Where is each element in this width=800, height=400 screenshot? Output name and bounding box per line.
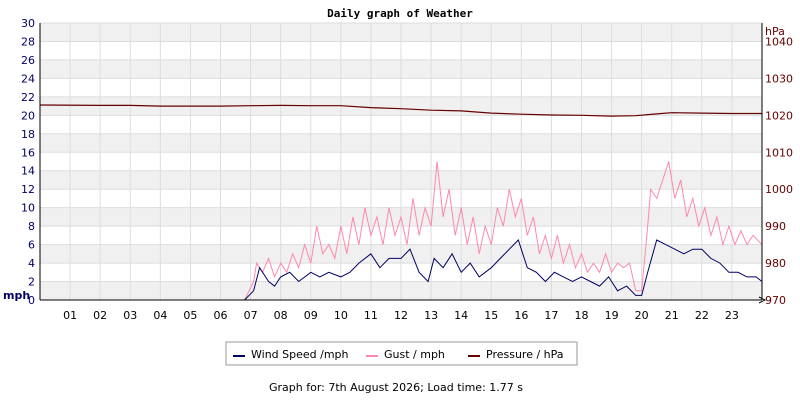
x-tick-label: 22 — [695, 309, 709, 322]
x-tick-label: 17 — [544, 309, 558, 322]
x-tick-label: 07 — [244, 309, 258, 322]
x-tick-label: 03 — [123, 309, 137, 322]
x-tick-label: 23 — [725, 309, 739, 322]
x-tick-label: 08 — [274, 309, 288, 322]
legend-box — [225, 341, 578, 366]
x-tick-label: 02 — [93, 309, 107, 322]
legend-label-2: Pressure / hPa — [486, 348, 564, 361]
left-tick-label: 16 — [21, 146, 35, 159]
right-axis-unit: hPa — [765, 25, 785, 38]
legend-label-0: Wind Speed /mph — [251, 348, 349, 361]
chart-axes — [39, 23, 767, 304]
right-axis-ticks: 970 980 990 1000 1010 1020 1030 1040 — [765, 35, 793, 307]
chart-title: Daily graph of Weather — [327, 7, 473, 20]
left-tick-label: 30 — [21, 17, 35, 30]
left-tick-label: 8 — [28, 220, 35, 233]
left-tick-label: 6 — [28, 239, 35, 252]
x-tick-label: 20 — [635, 309, 649, 322]
series-line-1 — [40, 161, 763, 301]
left-tick-label: 0 — [28, 294, 35, 307]
x-tick-label: 12 — [394, 309, 408, 322]
x-tick-label: 16 — [514, 309, 528, 322]
graph-footer: Graph for: 7th August 2026; Load time: 1… — [269, 381, 523, 394]
left-tick-label: 2 — [28, 276, 35, 289]
left-axis-unit: mph — [3, 289, 30, 302]
series-line-0 — [40, 239, 763, 301]
x-tick-label: 18 — [575, 309, 589, 322]
x-tick-label: 04 — [153, 309, 167, 322]
left-tick-label: 24 — [21, 72, 35, 85]
x-axis-ticks: 01 02 03 04 05 06 07 08 09 10 11 12 13 14 15 16 17 18 19 20… — [63, 309, 739, 322]
left-tick-label: 20 — [21, 109, 35, 122]
x-tick-label: 19 — [605, 309, 619, 322]
legend-label-1: Gust / mph — [384, 348, 445, 361]
x-tick-label: 11 — [364, 309, 378, 322]
x-tick-label: 01 — [63, 309, 77, 322]
right-tick-label: 1040 — [765, 35, 793, 48]
x-tick-label: 21 — [665, 309, 679, 322]
x-axis-arrow — [758, 296, 767, 304]
right-tick-label: 970 — [765, 294, 786, 307]
right-tick-label: 980 — [765, 257, 786, 270]
x-tick-label: 15 — [484, 309, 498, 322]
left-tick-label: 12 — [21, 183, 35, 196]
right-tick-label: 990 — [765, 220, 786, 233]
left-tick-label: 4 — [28, 257, 35, 270]
series-line-2 — [39, 104, 762, 117]
x-tick-label: 10 — [334, 309, 348, 322]
x-tick-label: 09 — [304, 309, 318, 322]
left-tick-label: 14 — [21, 165, 35, 178]
right-tick-label: 1030 — [765, 72, 793, 85]
x-tick-label: 05 — [183, 309, 197, 322]
x-tick-label: 06 — [214, 309, 228, 322]
left-tick-label: 28 — [21, 35, 35, 48]
left-tick-label: 10 — [21, 202, 35, 215]
left-tick-label: 26 — [21, 54, 35, 67]
left-tick-label: 22 — [21, 91, 35, 104]
right-tick-label: 1020 — [765, 109, 793, 122]
chart-legend: Wind Speed /mph Gust / mph Pressure / hPa — [225, 341, 578, 366]
x-tick-label: 14 — [454, 309, 468, 322]
x-tick-label: 13 — [424, 309, 438, 322]
left-tick-label: 18 — [21, 128, 35, 141]
chart-grid — [40, 22, 762, 301]
chart-series — [39, 104, 763, 301]
right-tick-label: 1000 — [765, 183, 793, 196]
right-tick-label: 1010 — [765, 146, 793, 159]
